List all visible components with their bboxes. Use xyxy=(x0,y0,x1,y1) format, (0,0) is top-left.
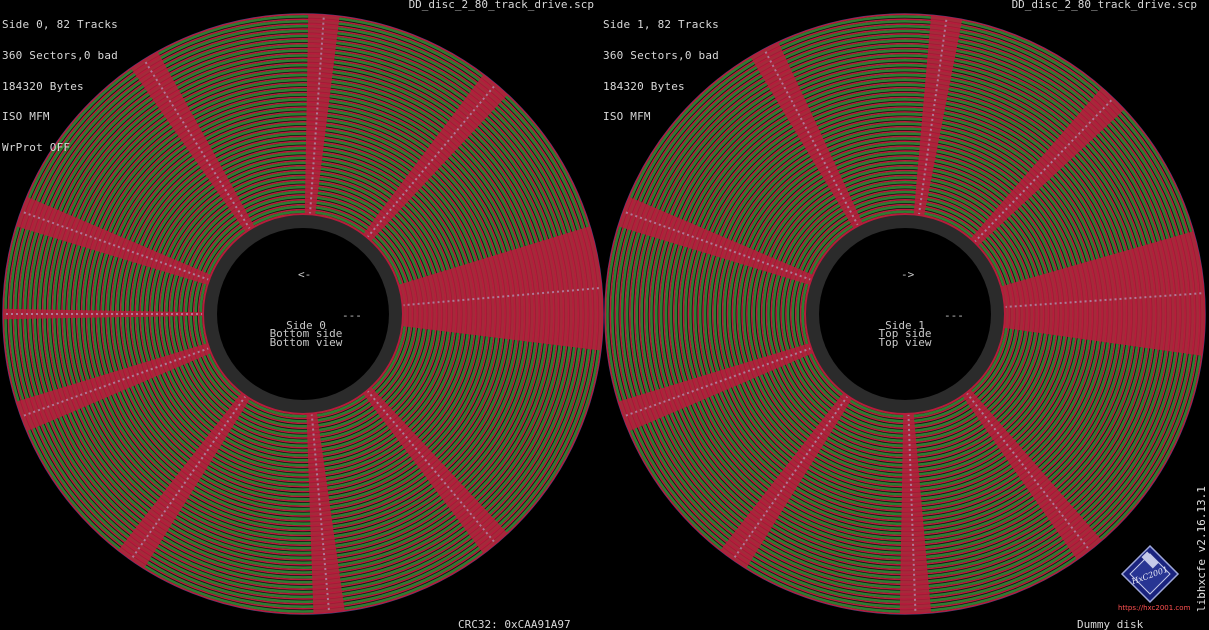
side1-sector-gap-wedge xyxy=(750,42,863,229)
side0-sector-boundary-line xyxy=(130,395,247,561)
side1-center-view: Top view xyxy=(878,335,932,349)
side0-sector-boundary-line xyxy=(402,286,602,307)
side0-filename: DD_disc_2_80_track_drive.scp xyxy=(408,0,594,11)
side0-write-protect: WrProt OFF xyxy=(2,140,71,154)
side1-center-label: Side 1 Top side Top view xyxy=(835,319,975,349)
side0-bytes: 184320 Bytes xyxy=(2,79,84,93)
side1-hub-center xyxy=(819,228,991,400)
side1-sector-gap-wedge xyxy=(913,15,963,216)
side1-direction-arrow: -> xyxy=(901,268,915,281)
side0-sector-boundary-line xyxy=(20,210,210,281)
side1-sector-boundary-line xyxy=(965,392,1091,552)
side0-hub-center xyxy=(217,228,389,400)
side0-tracks: Side 0, 82 Tracks xyxy=(2,18,118,32)
side1-sector-gap-wedge xyxy=(1001,231,1205,356)
disk-side-0 xyxy=(2,13,604,615)
side0-sector-boundary-line xyxy=(308,14,325,215)
side0-sector-gap-wedge xyxy=(306,413,345,614)
side1-center-side: Top side xyxy=(878,327,932,341)
side1-sector-boundary-line xyxy=(622,210,812,281)
side0-sectors: 360 Sectors,0 bad xyxy=(2,49,118,62)
side1-sector-boundary-line xyxy=(763,48,859,227)
disk-side-1 xyxy=(604,13,1206,615)
side0-index-dashes: --- xyxy=(342,309,362,322)
side0-sector-gap-wedge xyxy=(363,387,508,554)
side0-sector-gap-wedge xyxy=(304,14,340,215)
side1-info: Side 1, 82 Tracks 360 Sectors,0 bad 1843… xyxy=(603,0,719,133)
side0-center-side: Bottom side xyxy=(269,327,343,341)
side0-sector-boundary-line xyxy=(143,59,251,230)
side1-filename: DD_disc_2_80_track_drive.scp xyxy=(1011,0,1197,11)
side0-sector-gap-wedge xyxy=(398,226,604,351)
side0-center-view: Bottom view xyxy=(269,335,343,349)
side0-sector-gap-wedge xyxy=(16,196,211,285)
side1-sector-boundary-line xyxy=(917,16,948,216)
side0-sector-gap-wedge xyxy=(118,392,251,569)
side0-sector-gap-wedge xyxy=(2,308,204,320)
side0-sector-boundary-line xyxy=(366,83,497,239)
side1-sector-boundary-line xyxy=(732,395,849,561)
side1-sector-gap-wedge xyxy=(899,413,932,614)
side0-sector-gap-wedge xyxy=(363,74,508,241)
side0-sector-gap-wedge xyxy=(16,343,211,432)
side1-sectors: 360 Sectors,0 bad xyxy=(603,49,719,62)
side1-bytes: 184320 Bytes xyxy=(603,79,685,93)
side0-encoding: ISO MFM xyxy=(2,110,50,124)
version-label: libhxcfe v2.16.13.1 xyxy=(1195,486,1208,612)
side0-sector-boundary-line xyxy=(20,347,210,418)
crc-readout: CRC32: 0xCAA91A97 xyxy=(458,618,571,630)
side0-direction-arrow: <- xyxy=(298,268,312,281)
side1-sector-gap-wedge xyxy=(618,196,813,285)
side1-sector-boundary-line xyxy=(1004,292,1205,309)
hxc-logo-icon: HxC2001 xyxy=(1120,544,1180,604)
side0-center-label: Side 0 Bottom side Bottom view xyxy=(236,319,376,349)
side1-encoding: ISO MFM xyxy=(603,110,651,124)
side1-sector-gap-wedge xyxy=(720,392,853,569)
side1-index-dashes: --- xyxy=(944,309,964,322)
side0-sector-boundary-line xyxy=(366,389,497,545)
side1-center-title: Side 1 xyxy=(885,319,925,332)
disk-status: Dummy disk xyxy=(1077,618,1144,630)
side0-info: Side 0, 82 Tracks 360 Sectors,0 bad 1843… xyxy=(2,0,118,163)
side1-sector-gap-wedge xyxy=(962,389,1102,560)
side0-sector-boundary-line xyxy=(310,413,331,613)
side0-center-title: Side 0 xyxy=(286,319,326,332)
website-url: https://hxc2001.com xyxy=(1118,604,1191,612)
side1-sector-boundary-line xyxy=(973,97,1115,243)
side0-sector-gap-wedge xyxy=(130,51,255,233)
side1-sector-boundary-line xyxy=(907,413,917,614)
side1-sector-gap-wedge xyxy=(618,343,813,432)
side1-sector-boundary-line xyxy=(622,347,812,418)
side1-tracks: Side 1, 82 Tracks xyxy=(603,18,719,32)
